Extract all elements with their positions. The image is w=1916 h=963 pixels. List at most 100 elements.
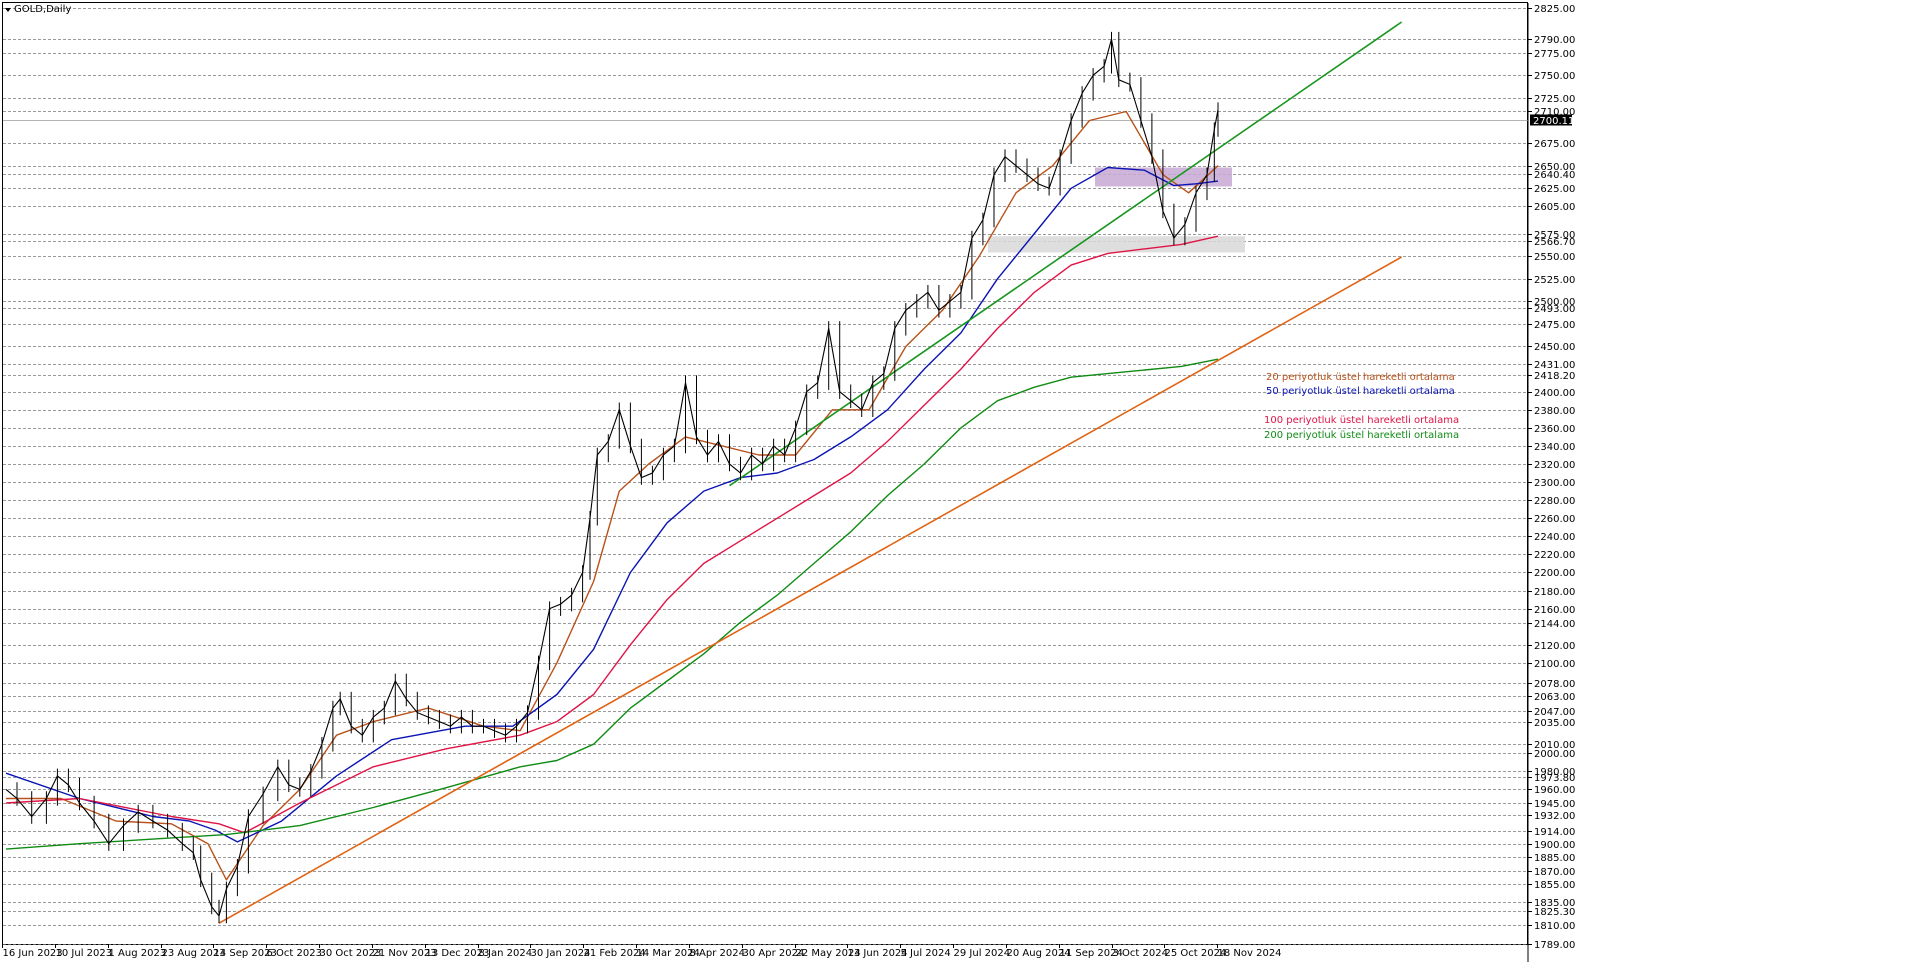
y-tick-label: 2500.00 xyxy=(1534,297,1575,308)
y-tick-label: 2640.40 xyxy=(1534,170,1575,181)
x-tick-label: 21 Nov 2023 xyxy=(373,948,437,959)
x-tick-label: 23 Aug 2023 xyxy=(162,948,226,959)
y-tick-label: 2566.70 xyxy=(1534,237,1575,248)
x-tick-label: 20 Aug 2024 xyxy=(1007,948,1071,959)
x-tick-label: 10 Jul 2023 xyxy=(56,948,113,959)
trendline xyxy=(218,256,1402,924)
support-resistance-zones xyxy=(988,167,1245,253)
price-line xyxy=(5,39,1219,918)
x-tick-label: 13 Jun 2024 xyxy=(848,948,908,959)
y-tick-label: 1932.00 xyxy=(1534,811,1575,822)
y-tick-label: 1835.00 xyxy=(1534,898,1575,909)
y-tick-label: 1810.00 xyxy=(1534,921,1575,932)
x-tick-label: 22 May 2024 xyxy=(796,948,861,959)
x-tick-label: 29 Jul 2024 xyxy=(954,948,1011,959)
y-tick-label: 2360.00 xyxy=(1534,424,1575,435)
price-zone xyxy=(1095,167,1232,187)
current-price-badge xyxy=(1530,114,1572,126)
y-tick-label: 2144.00 xyxy=(1534,619,1575,630)
y-tick-label: 2450.00 xyxy=(1534,342,1575,353)
x-tick-label: 30 Apr 2024 xyxy=(743,948,805,959)
y-tick-label: 2650.00 xyxy=(1534,162,1575,173)
y-tick-label: 2525.00 xyxy=(1534,275,1575,286)
grid xyxy=(3,8,1528,945)
collapse-triangle-icon[interactable] xyxy=(5,8,11,12)
y-tick-label: 1825.30 xyxy=(1534,907,1575,918)
y-tick-label: 2035.00 xyxy=(1534,718,1575,729)
y-tick-label: 1973.80 xyxy=(1534,773,1575,784)
y-tick-label: 2000.00 xyxy=(1534,749,1575,760)
legend-entry: 50 periyotluk üstel hareketli ortalama xyxy=(1266,386,1455,397)
x-tick-label: 30 Jan 2024 xyxy=(531,948,591,959)
price-path xyxy=(5,31,1219,924)
y-tick-label: 2240.00 xyxy=(1534,532,1575,543)
x-tick-label: 30 Oct 2023 xyxy=(320,948,382,959)
x-tick-label: 6 Oct 2023 xyxy=(267,948,322,959)
y-tick-label: 2320.00 xyxy=(1534,460,1575,471)
x-tick-label: 8 Jan 2024 xyxy=(479,948,533,959)
y-tick-label: 2750.00 xyxy=(1534,71,1575,82)
y-tick-label: 2475.00 xyxy=(1534,320,1575,331)
x-tick-label: 25 Oct 2024 xyxy=(1165,948,1227,959)
y-tick-label: 2418.20 xyxy=(1534,371,1575,382)
x-tick-label: 3 Oct 2024 xyxy=(1113,948,1168,959)
y-tick-label: 1900.00 xyxy=(1534,840,1575,851)
y-tick-label: 2575.00 xyxy=(1534,230,1575,241)
y-tick-label: 2380.00 xyxy=(1534,406,1575,417)
y-tick-label: 2775.00 xyxy=(1534,49,1575,60)
y-tick-label: 1885.00 xyxy=(1534,853,1575,864)
y-tick-label: 1914.00 xyxy=(1534,827,1575,838)
x-tick-label: 5 Jul 2024 xyxy=(901,948,951,959)
legend-entry: 100 periyotluk üstel hareketli ortalama xyxy=(1264,415,1459,426)
x-tick-label: 16 Jun 2023 xyxy=(3,948,63,959)
y-tick-label: 2790.00 xyxy=(1534,35,1575,46)
y-tick-label: 2825.00 xyxy=(1534,4,1575,15)
y-tick-label: 2550.00 xyxy=(1534,252,1575,263)
y-tick-label: 2120.00 xyxy=(1534,641,1575,652)
y-tick-label: 2200.00 xyxy=(1534,568,1575,579)
y-tick-label: 2047.00 xyxy=(1534,707,1575,718)
y-tick-label: 2180.00 xyxy=(1534,587,1575,598)
x-tick-label: 18 Nov 2024 xyxy=(1218,948,1282,959)
x-tick-label: 11 Sep 2024 xyxy=(1060,948,1123,959)
y-tick-label: 2710.00 xyxy=(1534,107,1575,118)
moving-average-line xyxy=(5,166,1219,843)
y-tick-label: 2078.00 xyxy=(1534,679,1575,690)
y-tick-label: 1980.00 xyxy=(1534,767,1575,778)
y-axis: 2825.00 2790.00 2775.00 2750.00 2725.00 2710.… xyxy=(1527,3,1575,962)
y-tick-label: 2300.00 xyxy=(1534,478,1575,489)
x-tick-label: 8 Apr 2024 xyxy=(690,948,745,959)
x-tick-label: 1 Aug 2023 xyxy=(109,948,167,959)
y-tick-label: 1960.00 xyxy=(1534,785,1575,796)
x-tick-label: 21 Feb 2024 xyxy=(584,948,646,959)
title-box: GOLD,Daily xyxy=(5,4,71,15)
trendline xyxy=(729,21,1403,487)
y-tick-label: 1945.00 xyxy=(1534,799,1575,810)
y-tick-label: 2675.00 xyxy=(1534,139,1575,150)
y-tick-label: 2625.00 xyxy=(1534,184,1575,195)
y-tick-label: 2605.00 xyxy=(1534,202,1575,213)
moving-average-line xyxy=(5,235,1219,834)
x-tick-label: 14 Mar 2024 xyxy=(637,948,700,959)
chart-title: GOLD,Daily xyxy=(14,4,71,15)
y-tick-label: 2725.00 xyxy=(1534,94,1575,105)
y-tick-label: 1789.00 xyxy=(1534,940,1575,951)
moving-average-line xyxy=(6,110,1219,881)
current-price-label: 2700.11 xyxy=(1533,116,1574,127)
y-tick-label: 2260.00 xyxy=(1534,514,1575,525)
price-zone xyxy=(988,236,1245,253)
y-tick-label: 2400.00 xyxy=(1534,388,1575,399)
y-tick-label: 2493.00 xyxy=(1534,304,1575,315)
x-tick-label: 14 Sep 2023 xyxy=(214,948,277,959)
moving-averages xyxy=(5,21,1403,924)
y-tick-label: 2100.00 xyxy=(1534,659,1575,670)
moving-average-line xyxy=(5,358,1219,850)
y-tick-label: 2340.00 xyxy=(1534,442,1575,453)
y-tick-label: 2063.00 xyxy=(1534,692,1575,703)
y-tick-label: 2220.00 xyxy=(1534,550,1575,561)
y-tick-label: 2280.00 xyxy=(1534,496,1575,507)
y-tick-label: 2010.00 xyxy=(1534,740,1575,751)
y-tick-label: 1870.00 xyxy=(1534,867,1575,878)
